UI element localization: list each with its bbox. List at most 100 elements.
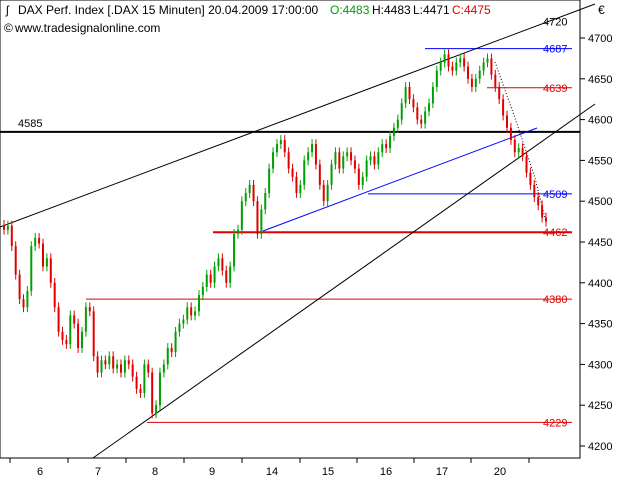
candle-body	[170, 348, 173, 353]
candle-body	[14, 246, 17, 275]
candle-body	[400, 103, 403, 120]
candle-body	[213, 266, 216, 283]
candle-body	[287, 152, 290, 169]
candle-body	[509, 127, 512, 140]
y-tick-label: 4200	[588, 441, 612, 453]
candle-body	[525, 156, 528, 173]
chart-title: DAX Perf. Index [.DAX 15 Minuten] 20.04.…	[18, 3, 319, 17]
candle-body	[451, 66, 454, 71]
candle-body	[41, 243, 44, 267]
candle-body	[311, 144, 314, 153]
candle-body	[303, 160, 306, 185]
candle-body	[474, 78, 477, 87]
plot-frame	[0, 0, 581, 459]
y-tick-label: 4550	[588, 155, 612, 167]
candle-body	[217, 258, 220, 267]
candle-body	[26, 290, 29, 308]
candle-body	[135, 376, 138, 389]
candle-body	[389, 135, 392, 149]
candle-body	[201, 286, 204, 296]
candle-body	[3, 224, 5, 230]
candle-body	[373, 156, 376, 165]
x-tick-label: 7	[95, 466, 101, 478]
candle-body	[439, 62, 442, 71]
candle-body	[314, 144, 317, 165]
candle-body	[69, 315, 72, 344]
candle-body	[346, 152, 349, 157]
candle-body	[61, 331, 64, 340]
candle-body	[482, 62, 485, 71]
high-value: H:4483	[372, 3, 411, 17]
candle-body	[123, 360, 126, 373]
trend-lines	[0, 3, 596, 459]
candle-body	[420, 119, 423, 124]
candle-body	[112, 356, 115, 369]
candle-body	[459, 58, 462, 63]
candle-body	[34, 237, 37, 247]
candle-body	[275, 144, 278, 153]
candle-body	[205, 274, 208, 287]
candle-body	[197, 295, 200, 312]
candle-body	[404, 86, 407, 104]
candle-body	[435, 70, 438, 87]
candle-body	[279, 140, 282, 145]
x-tick-label: 15	[322, 466, 334, 478]
candle-body	[447, 54, 450, 67]
x-tick-label: 16	[380, 466, 392, 478]
candle-body	[131, 364, 134, 377]
candle-body	[498, 86, 501, 100]
candle-body	[350, 152, 353, 161]
candle-body	[428, 103, 431, 112]
y-tick-label: 4300	[588, 359, 612, 371]
low-value: L:4471	[413, 3, 450, 17]
candle-body	[158, 372, 161, 406]
candle-body	[190, 307, 193, 316]
candle-body	[92, 311, 95, 357]
candle-body	[272, 152, 275, 169]
candle-body	[545, 217, 547, 222]
candle-body	[194, 311, 197, 316]
level-label: 4585	[18, 118, 42, 130]
candle-body	[502, 99, 505, 116]
candle-body	[166, 348, 169, 365]
candle-body	[416, 107, 419, 120]
level-label: 4687	[543, 44, 567, 56]
candle-body	[490, 58, 493, 75]
candle-body	[408, 86, 411, 100]
candle-body	[38, 237, 41, 244]
candle-body	[252, 184, 255, 202]
x-tick-label: 14	[266, 466, 278, 478]
blue-trend-line	[262, 127, 538, 232]
candle-body	[264, 193, 267, 210]
candle-body	[248, 184, 251, 194]
x-tick-label: 8	[152, 466, 158, 478]
candle-body	[478, 70, 481, 79]
candle-body	[53, 282, 56, 308]
candle-body	[443, 54, 446, 63]
candle-body	[108, 356, 111, 365]
candle-body	[533, 184, 536, 198]
candle-body	[178, 323, 181, 332]
candle-body	[57, 307, 60, 332]
level-label: 4639	[543, 83, 567, 95]
candle-body	[307, 152, 310, 161]
candle-body	[463, 58, 466, 67]
candle-body	[283, 140, 286, 153]
candle-body	[221, 258, 224, 271]
level-label: 4462	[543, 227, 567, 239]
candle-body	[186, 307, 189, 320]
candle-body	[233, 233, 236, 267]
candle-body	[455, 62, 458, 71]
candle-body	[143, 364, 146, 393]
close-value: C:4475	[452, 3, 491, 17]
candle-body	[209, 274, 212, 283]
candle-body	[18, 274, 21, 300]
upper-channel-line	[0, 3, 596, 228]
candle-body	[174, 331, 177, 353]
candle-body	[486, 58, 489, 63]
candle-body	[260, 209, 263, 234]
candle-body	[365, 160, 368, 177]
candle-body	[151, 372, 154, 414]
candle-body	[22, 299, 25, 308]
